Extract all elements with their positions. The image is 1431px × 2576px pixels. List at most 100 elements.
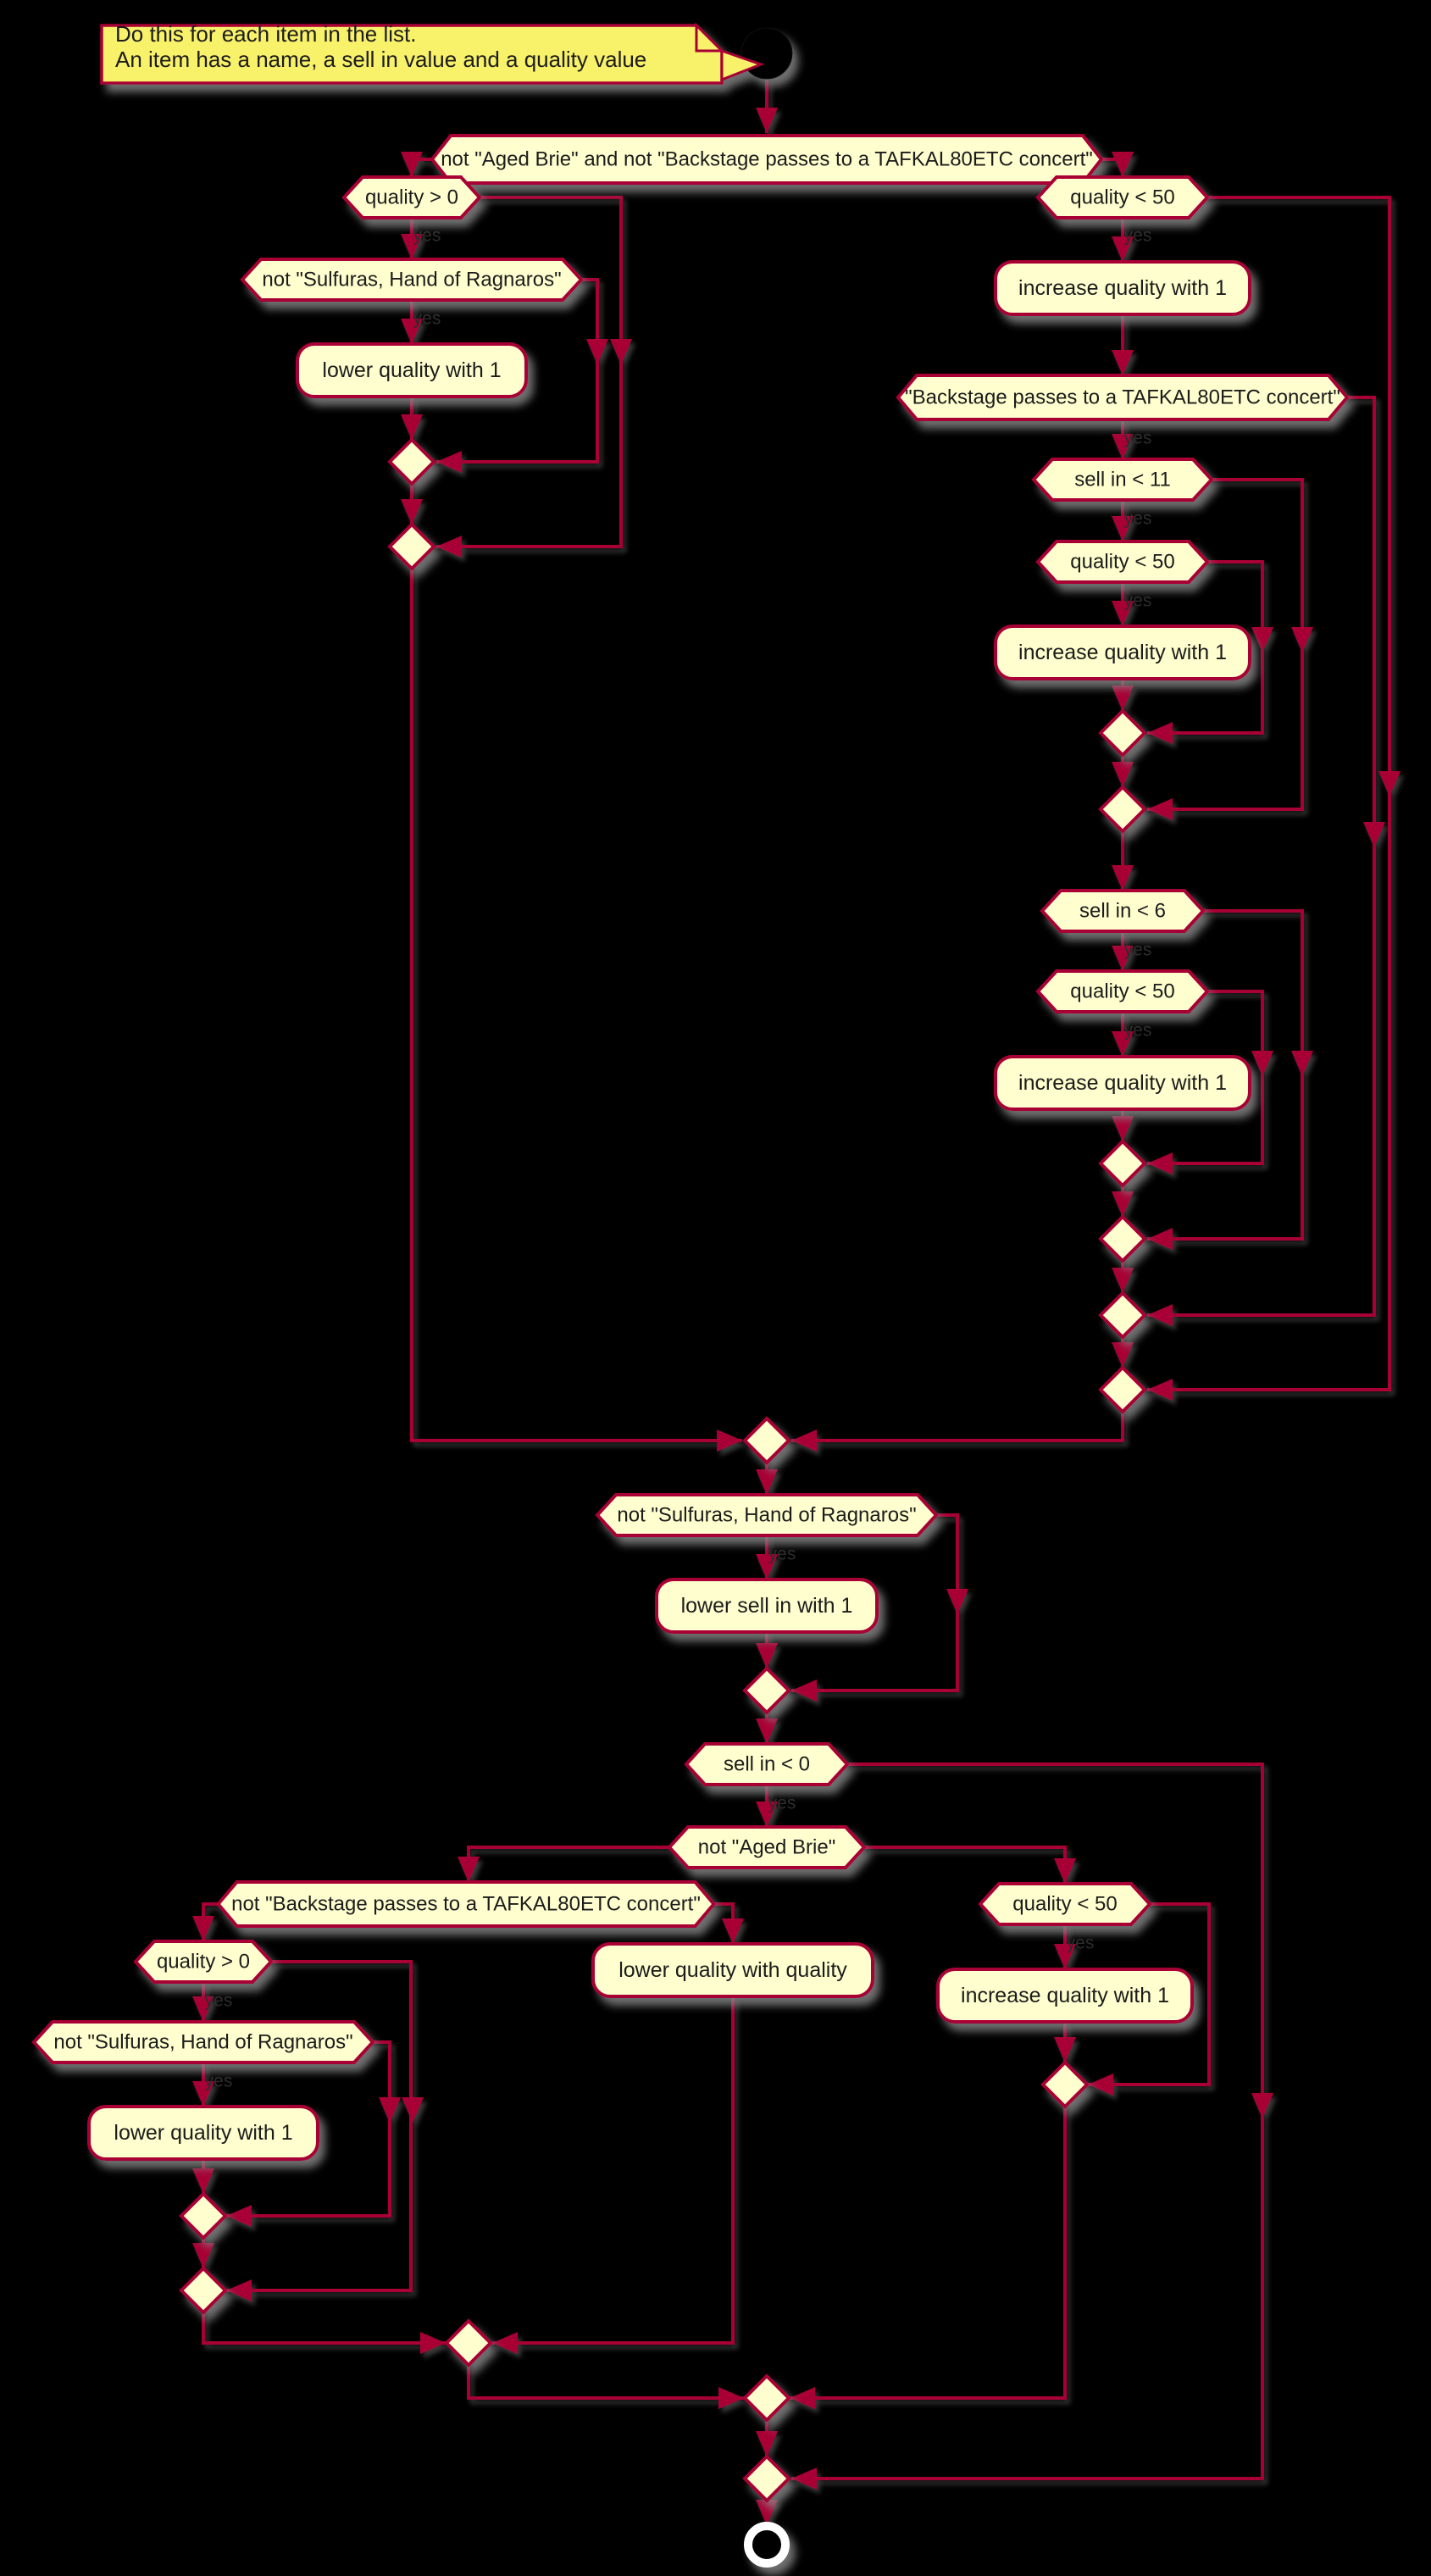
merge-diamond-M1 bbox=[742, 1666, 791, 1715]
condition-shape bbox=[240, 258, 584, 302]
flow-edge bbox=[1088, 1902, 1211, 2086]
action-shape bbox=[994, 625, 1251, 680]
condition-not-aged-brie: not "Aged Brie" bbox=[667, 1825, 867, 1869]
yes-label: yes bbox=[768, 1794, 796, 1813]
condition-q-gt-0-b: quality > 0 bbox=[133, 1940, 274, 1984]
arrowhead-icon bbox=[401, 234, 423, 259]
node-label: increase quality with 1 bbox=[961, 1984, 1169, 2007]
yes-label: yes bbox=[1124, 429, 1152, 448]
arrowhead-icon bbox=[791, 2468, 817, 2490]
condition-shape bbox=[595, 1493, 939, 1537]
merge-diamond-M4 bbox=[742, 2373, 791, 2423]
node-label: lower quality with 1 bbox=[322, 358, 501, 382]
node-label: increase quality with 1 bbox=[1018, 641, 1227, 664]
arrowhead-icon bbox=[1054, 1944, 1076, 1969]
merge-diamond-M0 bbox=[742, 1416, 791, 1465]
action-lower-sell-in: lower sell in with 1 bbox=[655, 1578, 879, 1634]
arrowhead-icon bbox=[1112, 686, 1134, 711]
condition-cond-main: not "Aged Brie" and not "Backstage passe… bbox=[430, 134, 1104, 185]
node-label: lower sell in with 1 bbox=[681, 1594, 853, 1618]
arrowhead-icon bbox=[1251, 1051, 1273, 1076]
arrowhead-icon bbox=[192, 2243, 214, 2268]
flow-edge bbox=[436, 278, 599, 464]
arrowhead-icon bbox=[420, 2332, 446, 2354]
condition-shape bbox=[31, 2020, 375, 2064]
flow-edge bbox=[864, 1846, 1067, 1884]
arrowhead-icon bbox=[1112, 1191, 1134, 1217]
merge-diamond-dL1 bbox=[179, 2191, 228, 2240]
action-shape bbox=[936, 1968, 1194, 2024]
action-lower-quality-b: lower quality with 1 bbox=[87, 2105, 319, 2161]
node-label: increase quality with 1 bbox=[1018, 276, 1227, 300]
arrowhead-icon bbox=[756, 2431, 778, 2457]
node-label: lower quality with 1 bbox=[114, 2121, 292, 2145]
merge-diamond-d3R bbox=[1098, 1139, 1147, 1188]
arrowhead-icon bbox=[1147, 1228, 1173, 1250]
arrowhead-icon bbox=[1112, 865, 1134, 891]
arrowhead-icon bbox=[1251, 2093, 1273, 2118]
action-shape bbox=[655, 1578, 879, 1634]
arrowhead-icon bbox=[1054, 2037, 1076, 2062]
nodes-layer: Do this for each item in the list.An ite… bbox=[31, 21, 1350, 2568]
flow-edge bbox=[791, 1763, 1264, 2480]
action-inc-quality-a: increase quality with 1 bbox=[994, 260, 1251, 316]
yes-label: yes bbox=[768, 1545, 796, 1564]
action-shape bbox=[591, 1942, 874, 1998]
arrowhead-icon bbox=[1112, 434, 1134, 459]
arrowhead-icon bbox=[946, 1589, 968, 1614]
arrowhead-icon bbox=[1147, 722, 1173, 744]
condition-not-sulfuras-c: not "Sulfuras, Hand of Ragnaros" bbox=[31, 2020, 375, 2064]
arrowhead-icon bbox=[756, 108, 778, 133]
arrowhead-icon bbox=[756, 1469, 778, 1495]
flow-edge bbox=[492, 1996, 735, 2345]
condition-sell-lt-11: sell in < 11 bbox=[1031, 458, 1214, 502]
condition-q-lt-50-a: quality < 50 bbox=[1035, 175, 1210, 219]
flow-edge bbox=[1147, 990, 1264, 1165]
action-shape bbox=[296, 342, 528, 398]
arrowhead-icon bbox=[1147, 1152, 1173, 1174]
flow-edge bbox=[1147, 396, 1376, 1317]
node-label: quality > 0 bbox=[365, 186, 458, 209]
node-label: quality < 50 bbox=[1070, 980, 1174, 1003]
arrowhead-icon bbox=[756, 2500, 778, 2525]
arrowhead-icon bbox=[791, 1679, 817, 1702]
arrowhead-icon bbox=[717, 1430, 742, 1452]
arrowhead-icon bbox=[791, 1430, 817, 1452]
arrowhead-icon bbox=[226, 2205, 252, 2227]
node-label: quality < 50 bbox=[1070, 551, 1174, 574]
arrowhead-icon bbox=[401, 499, 423, 525]
condition-shape bbox=[1040, 889, 1206, 933]
arrowhead-icon bbox=[1147, 1379, 1173, 1401]
arrowhead-icon bbox=[1291, 627, 1313, 652]
condition-shape bbox=[215, 1880, 717, 1928]
arrowhead-icon bbox=[192, 2168, 214, 2194]
arrowhead-icon bbox=[1112, 1342, 1134, 1368]
flow-edge bbox=[791, 1412, 1124, 1442]
arrowhead-icon bbox=[401, 152, 423, 177]
condition-backstage: "Backstage passes to a TAFKAL80ETC conce… bbox=[896, 374, 1350, 421]
arrowhead-icon bbox=[436, 536, 462, 558]
condition-q-gt-0-a: quality > 0 bbox=[341, 175, 482, 219]
arrowhead-icon bbox=[192, 1916, 214, 1941]
merge-diamond-d5R bbox=[1098, 1291, 1147, 1340]
merge-diamond-d2L bbox=[387, 522, 436, 571]
merge-diamond-d4R bbox=[1098, 1214, 1147, 1263]
arrowhead-icon bbox=[790, 2387, 815, 2409]
condition-shape bbox=[978, 1882, 1152, 1926]
arrowhead-icon bbox=[402, 2097, 424, 2123]
condition-shape bbox=[1035, 969, 1210, 1013]
condition-shape bbox=[1035, 540, 1210, 584]
arrowhead-icon bbox=[756, 1554, 778, 1579]
node-label: not "Backstage passes to a TAFKAL80ETC c… bbox=[231, 1893, 701, 1916]
flow-edge bbox=[467, 1846, 669, 1882]
end-node bbox=[744, 2522, 790, 2568]
node-label: quality > 0 bbox=[157, 1951, 250, 1974]
condition-shape bbox=[667, 1825, 867, 1869]
arrowhead-icon bbox=[1112, 1268, 1134, 1293]
condition-q-lt-50-c: quality < 50 bbox=[1035, 969, 1210, 1013]
condition-not-sulfuras-b: not "Sulfuras, Hand of Ragnaros" bbox=[595, 1493, 939, 1537]
node-label: sell in < 0 bbox=[724, 1753, 810, 1776]
arrowhead-icon bbox=[1088, 2074, 1113, 2096]
edge-labels: yes yes yes yes yes yes yes yes yes yes yes yes yes bbox=[205, 226, 1152, 2091]
note-text-line: Do this for each item in the list. bbox=[115, 21, 416, 47]
